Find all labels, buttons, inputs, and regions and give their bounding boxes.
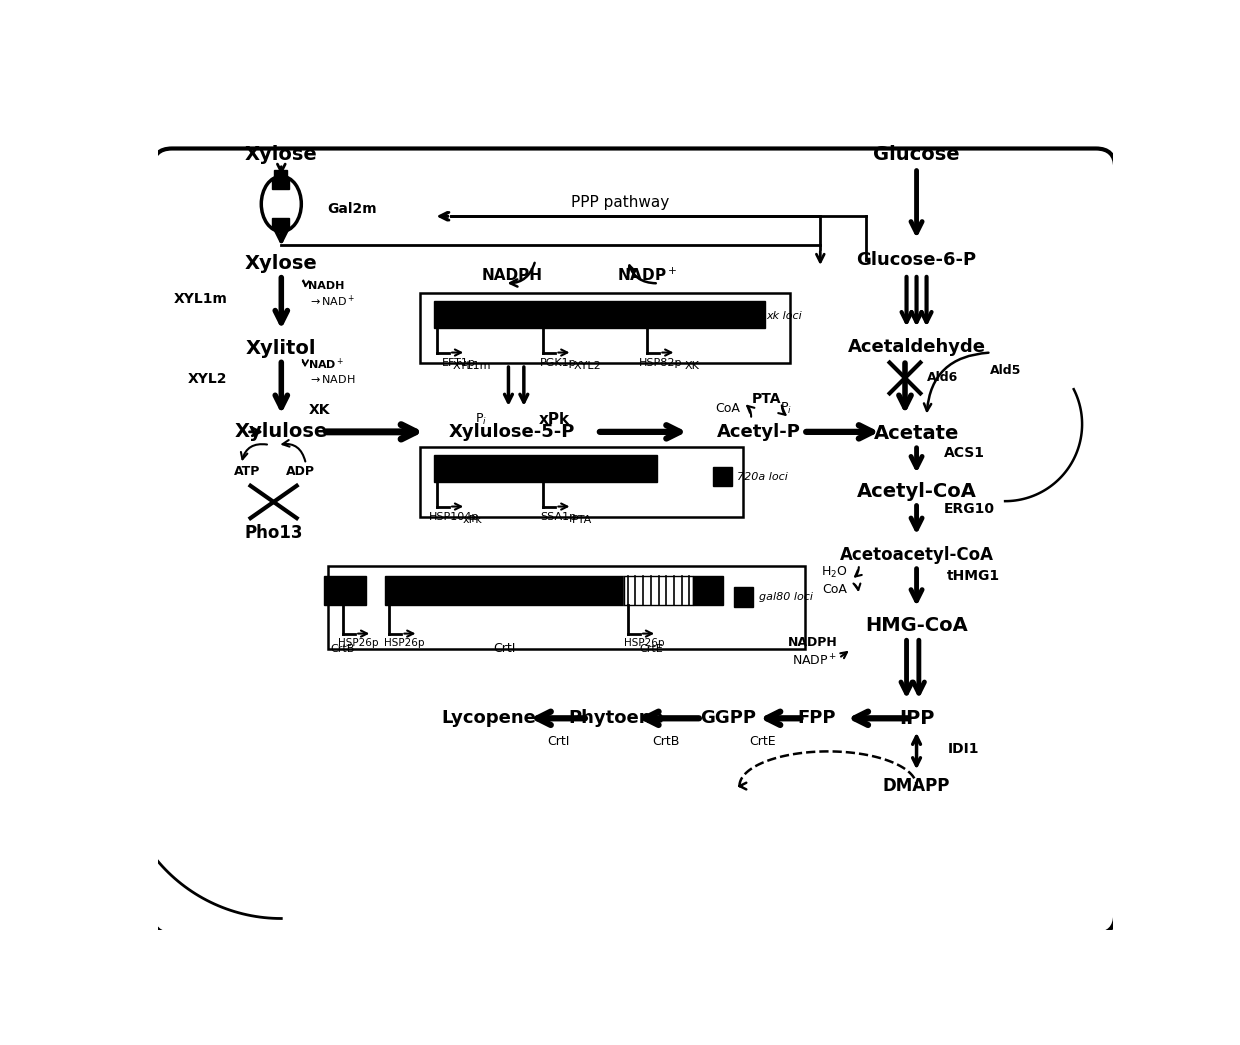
Text: Xylose: Xylose: [246, 145, 317, 164]
Text: Glucose: Glucose: [873, 145, 960, 164]
Bar: [272, 217, 289, 229]
Text: tHMG1: tHMG1: [947, 568, 1001, 583]
Bar: [693, 576, 723, 605]
Bar: [434, 301, 765, 328]
Text: Acetyl-P: Acetyl-P: [717, 423, 801, 441]
Text: DMAPP: DMAPP: [883, 777, 950, 795]
Text: HSP104p: HSP104p: [429, 512, 480, 521]
Text: xPk: xPk: [463, 514, 482, 525]
Text: Acetoacetyl-CoA: Acetoacetyl-CoA: [839, 547, 993, 564]
Text: ACS1: ACS1: [944, 445, 985, 460]
Text: Pho13: Pho13: [244, 525, 303, 542]
Text: ERG10: ERG10: [944, 502, 994, 516]
Text: XK: XK: [309, 403, 330, 417]
Text: PTA: PTA: [572, 514, 591, 525]
Text: P$_i$: P$_i$: [475, 412, 487, 427]
Text: PTA: PTA: [751, 392, 781, 405]
Text: HSP26p: HSP26p: [625, 637, 665, 648]
Text: Ald6: Ald6: [926, 371, 957, 385]
Bar: [324, 576, 366, 605]
Text: IDI1: IDI1: [947, 742, 978, 757]
Text: Lycopene: Lycopene: [441, 710, 537, 727]
Text: HSP82p: HSP82p: [639, 357, 682, 368]
Text: XK: XK: [684, 361, 699, 371]
Text: Phytoene: Phytoene: [568, 710, 665, 727]
Text: Glucose-6-P: Glucose-6-P: [857, 251, 977, 270]
Text: Ald5: Ald5: [990, 364, 1021, 377]
Bar: [420, 447, 743, 516]
Text: Acetate: Acetate: [874, 424, 960, 443]
Text: HMG-CoA: HMG-CoA: [866, 617, 968, 635]
Text: CrtE: CrtE: [749, 735, 776, 748]
Text: $\rightarrow$NADH: $\rightarrow$NADH: [309, 373, 356, 386]
Bar: [713, 466, 732, 486]
Text: PPP pathway: PPP pathway: [570, 195, 670, 210]
Bar: [274, 170, 288, 180]
Text: XYL1m: XYL1m: [174, 292, 227, 305]
Text: NADPH: NADPH: [787, 636, 837, 649]
Text: CrtB: CrtB: [652, 735, 680, 748]
Text: xPk: xPk: [539, 412, 570, 427]
Text: SSA1p: SSA1p: [541, 512, 577, 521]
Bar: [624, 576, 693, 605]
Text: HSP26p: HSP26p: [384, 637, 425, 648]
Bar: [434, 455, 657, 482]
Text: Acetaldehyde: Acetaldehyde: [848, 339, 986, 356]
Text: XYL1m: XYL1m: [453, 361, 491, 371]
Text: H$_2$O: H$_2$O: [821, 564, 847, 580]
Bar: [327, 565, 805, 649]
Text: NADPH: NADPH: [482, 269, 543, 283]
Text: xk loci: xk loci: [766, 311, 802, 322]
Text: $\rightarrow$NAD$^+$: $\rightarrow$NAD$^+$: [309, 294, 356, 308]
Text: Xylulose-5-P: Xylulose-5-P: [449, 423, 575, 441]
Bar: [624, 576, 693, 605]
Text: NADP$^+$: NADP$^+$: [792, 653, 837, 668]
Text: ADP: ADP: [286, 465, 315, 479]
Text: gal80 loci: gal80 loci: [759, 593, 812, 602]
Text: HSP26p: HSP26p: [339, 637, 378, 648]
Bar: [386, 576, 624, 605]
Text: P$_i$: P$_i$: [780, 401, 791, 416]
Bar: [734, 587, 754, 607]
Text: CrtB: CrtB: [331, 644, 355, 654]
Bar: [272, 178, 289, 188]
Text: GGPP: GGPP: [699, 710, 756, 727]
Text: XYL2: XYL2: [574, 361, 601, 371]
Text: XYL2: XYL2: [188, 372, 227, 387]
Text: Gal2m: Gal2m: [327, 202, 377, 215]
Text: CrtE: CrtE: [639, 644, 662, 654]
Text: Xylulose: Xylulose: [234, 422, 327, 441]
Text: IPP: IPP: [899, 709, 934, 727]
Text: Xylose: Xylose: [246, 255, 317, 274]
Text: EFT1p: EFT1p: [441, 357, 475, 368]
Text: CrtI: CrtI: [547, 735, 569, 748]
Text: NADP$^+$: NADP$^+$: [616, 266, 677, 284]
FancyBboxPatch shape: [153, 148, 1115, 934]
Text: 720a loci: 720a loci: [737, 471, 787, 482]
Text: Xylitol: Xylitol: [246, 340, 316, 358]
Text: NADH: NADH: [309, 280, 345, 291]
Text: CrtI: CrtI: [494, 643, 516, 655]
Text: ATP: ATP: [233, 465, 260, 479]
Text: Acetyl-CoA: Acetyl-CoA: [857, 482, 976, 501]
Bar: [420, 294, 790, 363]
Text: CoA: CoA: [715, 402, 740, 415]
Text: NAD$^+$: NAD$^+$: [309, 356, 345, 372]
Text: CoA: CoA: [822, 583, 847, 597]
Text: FPP: FPP: [797, 710, 836, 727]
Text: PGK1p: PGK1p: [541, 357, 577, 368]
